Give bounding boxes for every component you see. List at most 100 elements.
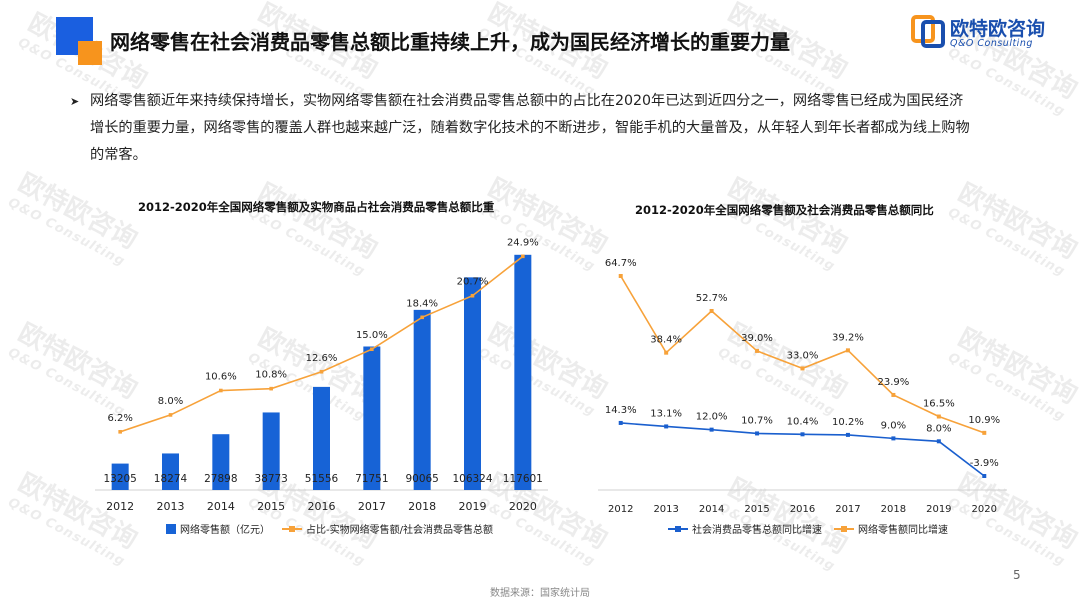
chart1-share-point bbox=[470, 293, 475, 298]
chart1-share-label: 12.6% bbox=[306, 353, 338, 364]
chart2-legend: 社会消费品零售总额同比增速 网络零售额同比增速 bbox=[668, 521, 960, 536]
chart1-share-point bbox=[219, 388, 223, 393]
legend-label: 网络零售额同比增速 bbox=[858, 525, 948, 536]
chart2-online-point bbox=[845, 348, 850, 353]
chart1-bar bbox=[162, 453, 179, 490]
chart2-retail-point bbox=[982, 474, 987, 478]
summary-bullet: ➤ 网络零售额近年来持续保持增长，实物网络零售额在社会消费品零售总额中的占比在2… bbox=[70, 88, 970, 169]
chart2-x-tick: 2016 bbox=[790, 504, 815, 515]
chart1-title: 2012-2020年全国网络零售额及实物商品占社会消费品零售总额比重 bbox=[138, 200, 495, 214]
chart1-share-point bbox=[168, 413, 173, 417]
chart2-online-point bbox=[755, 348, 760, 353]
title-accent-logo bbox=[56, 17, 106, 69]
chart2-online-point bbox=[891, 392, 896, 397]
legend-item-share: 占比-实物网络零售额/社会消费品零售总额 bbox=[282, 521, 493, 536]
chart1-bar bbox=[514, 254, 532, 490]
legend-item-online-sales: 网络零售额（亿元） bbox=[166, 521, 270, 536]
chart1-x-tick: 2018 bbox=[408, 500, 436, 513]
chart2-online-label: 23.9% bbox=[877, 377, 909, 388]
chart2-x-tick: 2020 bbox=[972, 504, 997, 515]
chart2-online-point bbox=[982, 430, 987, 435]
chart1-share-label: 20.7% bbox=[457, 277, 489, 288]
chart2-x-tick: 2012 bbox=[608, 504, 633, 515]
chart2-retail-label: 9.0% bbox=[881, 420, 906, 431]
chart2-online-label: 16.5% bbox=[923, 399, 955, 410]
chart2-retail-label: 14.3% bbox=[605, 405, 637, 416]
chart2-retail-label: 12.0% bbox=[696, 412, 728, 423]
chart2-retail-point bbox=[664, 424, 669, 429]
chart1-share-point bbox=[420, 315, 424, 320]
chart1-share-label: 10.6% bbox=[205, 372, 237, 383]
chart1-share-point bbox=[370, 347, 374, 352]
chart2-retail-label: 13.1% bbox=[650, 408, 682, 419]
chart2-retail-point bbox=[755, 431, 760, 436]
chart2-online-label: 39.0% bbox=[741, 333, 773, 344]
chart2-online-point bbox=[618, 274, 623, 278]
chart1-bar-label: 27898 bbox=[204, 473, 237, 485]
brand-subtitle: Q&O Consulting bbox=[950, 38, 1033, 49]
chart1-bar bbox=[363, 346, 381, 490]
chart1-share-label: 24.9% bbox=[507, 237, 539, 248]
chart1-x-tick: 2016 bbox=[308, 500, 336, 513]
chart1-bar-label: 51556 bbox=[305, 473, 339, 485]
brand-name: 欧特欧咨询 bbox=[950, 18, 1046, 40]
chart1-bar bbox=[464, 277, 481, 490]
chart1-x-tick: 2012 bbox=[106, 500, 134, 513]
chart1-x-tick: 2013 bbox=[157, 500, 185, 513]
chart1-share-label: 15.0% bbox=[356, 330, 388, 341]
chart2-online-label: 38.4% bbox=[650, 335, 682, 346]
chart2-online-point bbox=[800, 366, 805, 371]
chart1-bar bbox=[413, 309, 431, 490]
chart1-x-tick: 2014 bbox=[207, 500, 235, 513]
summary-text: 网络零售额近年来持续保持增长，实物网络零售额在社会消费品零售总额中的占比在202… bbox=[90, 93, 970, 163]
chart1-x-tick: 2015 bbox=[257, 500, 285, 513]
legend-label: 网络零售额（亿元） bbox=[180, 525, 270, 536]
bullet-arrow-icon: ➤ bbox=[70, 95, 80, 108]
chart1-bar-label: 90065 bbox=[405, 473, 438, 485]
chart2-retail-label: -3.9% bbox=[970, 458, 999, 469]
chart2-retail-point bbox=[936, 439, 941, 444]
legend-label: 占比-实物网络零售额/社会消费品零售总额 bbox=[306, 525, 493, 536]
brand-mark-icon bbox=[911, 15, 945, 48]
legend-swatch-line bbox=[834, 524, 854, 534]
chart2-online-label: 39.2% bbox=[832, 332, 864, 343]
chart1-share-point bbox=[319, 369, 324, 374]
chart1-share-point bbox=[269, 386, 273, 391]
chart1-bar-label: 117601 bbox=[503, 473, 543, 485]
chart2-online-label: 52.7% bbox=[696, 293, 728, 304]
chart1-share-label: 8.0% bbox=[158, 396, 183, 407]
chart2-x-tick: 2015 bbox=[744, 504, 769, 515]
page-number: 5 bbox=[1013, 568, 1021, 582]
chart1-share-label: 18.4% bbox=[406, 298, 438, 309]
chart2-retail-point bbox=[891, 436, 896, 441]
page-title: 网络零售在社会消费品零售总额比重持续上升，成为国民经济增长的重要力量 bbox=[110, 30, 790, 54]
chart2-x-tick: 2014 bbox=[699, 504, 724, 515]
chart2-retail-label: 10.2% bbox=[832, 417, 864, 428]
chart1-x-tick: 2020 bbox=[509, 500, 537, 513]
brand-logo: 欧特欧咨询 Q&O Consulting bbox=[910, 12, 1070, 52]
chart2-retail-point bbox=[618, 420, 623, 425]
chart1-bar bbox=[111, 463, 129, 490]
legend-label: 社会消费品零售总额同比增速 bbox=[692, 525, 822, 536]
chart2-online-label: 10.9% bbox=[968, 415, 1000, 426]
chart1-bar bbox=[212, 434, 230, 490]
legend-swatch-line bbox=[282, 524, 302, 534]
chart2-title: 2012-2020年全国网络零售额及社会消费品零售总额同比 bbox=[635, 203, 934, 217]
chart2-x-tick: 2018 bbox=[881, 504, 906, 515]
chart2-retail-point bbox=[800, 432, 805, 437]
chart1-legend: 网络零售额（亿元） 占比-实物网络零售额/社会消费品零售总额 bbox=[166, 521, 505, 536]
chart1-share-point bbox=[521, 254, 525, 259]
chart2-online-point bbox=[709, 308, 714, 313]
chart2-retail-label: 8.0% bbox=[926, 423, 951, 434]
chart2-online-point bbox=[936, 414, 941, 419]
chart1-bar-label: 106324 bbox=[452, 473, 492, 485]
chart2-retail-label: 10.7% bbox=[741, 415, 773, 426]
chart1-x-tick: 2019 bbox=[459, 500, 487, 513]
chart2-retail-point bbox=[709, 427, 714, 432]
chart1-bar-label: 13205 bbox=[103, 473, 136, 485]
chart2-x-tick: 2019 bbox=[926, 504, 951, 515]
chart1-bar bbox=[262, 412, 280, 490]
chart1-bar-label: 71751 bbox=[355, 473, 388, 485]
chart2-x-tick: 2013 bbox=[653, 504, 678, 515]
